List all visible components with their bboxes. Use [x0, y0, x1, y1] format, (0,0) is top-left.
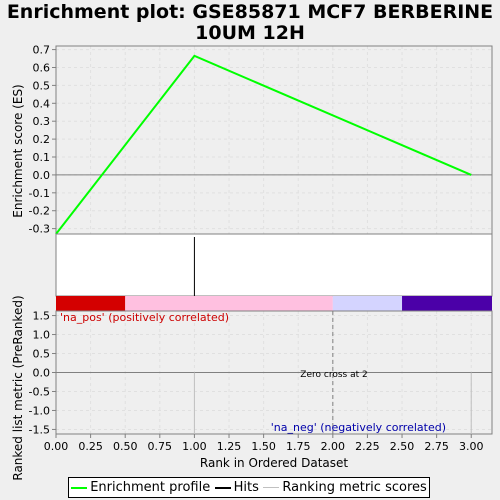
x-tick-label-10: 2.50 [390, 440, 415, 453]
x-tick-label-3: 0.75 [148, 440, 173, 453]
legend-swatch-enrichment [71, 486, 88, 489]
es-y-tick-label-9: -0.2 [29, 205, 50, 218]
x-axis-ticks: 0.00 0.25 0.50 0.75 1.00 1.25 1.50 1.75 2.00 2.25… [44, 434, 484, 453]
legend-swatch-hits [214, 486, 231, 489]
es-y-tick-label-4: 0.3 [33, 115, 51, 128]
pos-correlated-label: 'na_pos' (positively correlated) [60, 311, 229, 324]
hits-panel [55, 233, 493, 297]
es-y-tick-label-10: -0.3 [29, 223, 50, 236]
chart-title-line2: 10UM 12H [195, 22, 305, 44]
es-y-tick-label-0: 0.7 [33, 44, 51, 57]
es-y-tick-label-3: 0.4 [33, 97, 51, 110]
x-axis-label: Rank in Ordered Dataset [200, 456, 348, 470]
metric-y-tick-label-0: 1.5 [33, 310, 51, 323]
legend-label-enrichment: Enrichment profile [90, 480, 211, 495]
x-tick-label-6: 1.50 [251, 440, 276, 453]
x-tick-label-9: 2.25 [355, 440, 380, 453]
x-tick-label-4: 1.00 [182, 440, 207, 453]
color-bar-segment-0 [56, 296, 126, 311]
x-tick-label-8: 2.00 [321, 440, 346, 453]
neg-correlated-label: 'na_neg' (negatively correlated) [271, 421, 446, 434]
metric-y-tick-label-6: -1.5 [29, 423, 50, 436]
legend-item-hits: Hits [214, 480, 259, 495]
x-tick-label-0: 0.00 [44, 440, 69, 453]
metric-y-tick-label-2: 0.5 [33, 348, 51, 361]
x-tick-label-1: 0.25 [78, 440, 103, 453]
enrichment-profile-line [55, 54, 472, 235]
x-tick-label-12: 3.00 [459, 440, 484, 453]
metric-y-tick-label-3: 0.0 [33, 367, 51, 380]
es-panel [55, 45, 493, 235]
x-tick-label-2: 0.50 [113, 440, 138, 453]
x-tick-label-7: 1.75 [286, 440, 311, 453]
es-y-tick-label-6: 0.1 [33, 151, 51, 164]
es-y-axis-label: Enrichment score (ES) [11, 84, 25, 217]
metric-y-tick-label-4: -0.5 [29, 385, 50, 398]
legend-item-ranking: Ranking metric scores [263, 480, 427, 495]
metric-y-tick-label-5: -1.0 [29, 404, 50, 417]
legend-label-ranking: Ranking metric scores [282, 480, 427, 495]
color-bar-segment-1 [125, 296, 333, 311]
zero-cross-label: Zero cross at 2 [300, 370, 367, 380]
color-bar-segment-3 [402, 296, 492, 311]
legend-swatch-ranking [263, 487, 280, 488]
x-tick-label-11: 2.75 [424, 440, 449, 453]
metric-y-ticks: 1.5 1.0 0.5 0.0 -0.5 -1.0 -1.5 [29, 310, 56, 436]
rank-color-bar [56, 296, 492, 311]
es-y-tick-label-1: 0.6 [33, 61, 51, 74]
color-bar-segment-2 [332, 296, 403, 311]
metric-marks [56, 311, 492, 434]
chart-legend: Enrichment profile Hits Ranking metric s… [68, 477, 430, 498]
chart-title-line1: Enrichment plot: GSE85871 MCF7 BERBERINE [6, 1, 494, 23]
metric-y-axis-label: Ranked list metric (PreRanked) [11, 295, 25, 480]
es-y-ticks: 0.7 0.6 0.5 0.4 0.3 0.2 0.1 0.0 -0.1 -0.2 -0.3 [29, 44, 56, 236]
metric-y-tick-label-1: 1.0 [33, 329, 51, 342]
es-y-tick-label-5: 0.2 [33, 133, 51, 146]
legend-label-hits: Hits [233, 480, 259, 495]
es-y-tick-label-8: -0.1 [29, 187, 50, 200]
legend-item-enrichment: Enrichment profile [71, 480, 210, 495]
chart-title: Enrichment plot: GSE85871 MCF7 BERBERINE… [0, 2, 500, 44]
x-tick-label-5: 1.25 [217, 440, 242, 453]
es-y-tick-label-2: 0.5 [33, 79, 51, 92]
es-series [55, 54, 492, 235]
es-y-tick-label-7: 0.0 [33, 169, 51, 182]
